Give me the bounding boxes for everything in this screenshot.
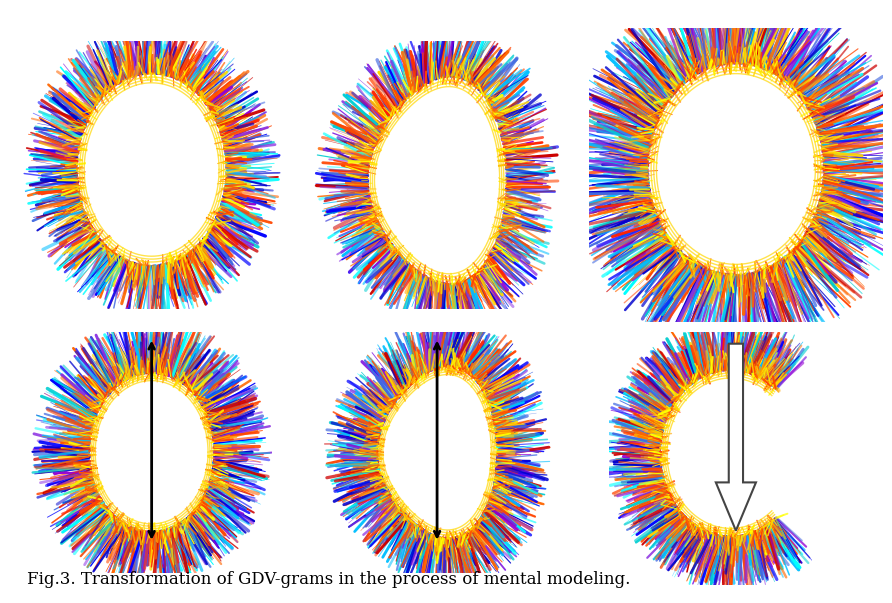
Polygon shape	[671, 382, 770, 524]
Polygon shape	[96, 382, 207, 522]
Polygon shape	[376, 89, 499, 272]
Polygon shape	[658, 76, 814, 262]
Polygon shape	[86, 85, 218, 254]
Polygon shape	[384, 376, 490, 528]
Text: Fig.3. Transformation of GDV-grams in the process of mental modeling.: Fig.3. Transformation of GDV-grams in th…	[27, 571, 630, 588]
Polygon shape	[715, 344, 756, 531]
